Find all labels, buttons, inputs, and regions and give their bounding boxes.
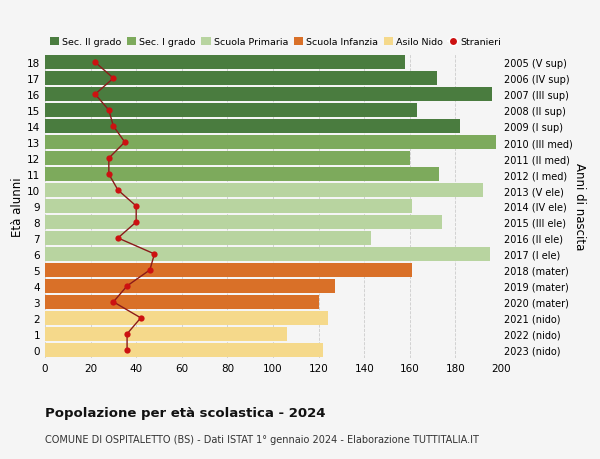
Bar: [45, 216, 442, 229]
Bar: [45, 136, 496, 150]
Bar: [45, 168, 439, 181]
Bar: [45, 263, 412, 277]
Bar: [45, 247, 490, 261]
Bar: [45, 296, 319, 309]
Bar: [45, 311, 328, 325]
Bar: [45, 104, 416, 118]
Bar: [45, 200, 412, 213]
Bar: [45, 152, 410, 166]
Y-axis label: Età alunni: Età alunni: [11, 177, 24, 236]
Y-axis label: Anni di nascita: Anni di nascita: [574, 163, 586, 250]
Bar: [45, 120, 460, 134]
Bar: [45, 280, 335, 293]
Bar: [45, 184, 483, 197]
Bar: [45, 327, 287, 341]
Legend: Sec. II grado, Sec. I grado, Scuola Primaria, Scuola Infanzia, Asilo Nido, Stran: Sec. II grado, Sec. I grado, Scuola Prim…: [50, 38, 502, 47]
Bar: [45, 232, 371, 245]
Bar: [45, 88, 492, 102]
Bar: [45, 343, 323, 357]
Bar: [45, 72, 437, 86]
Text: COMUNE DI OSPITALETTO (BS) - Dati ISTAT 1° gennaio 2024 - Elaborazione TUTTITALI: COMUNE DI OSPITALETTO (BS) - Dati ISTAT …: [45, 434, 479, 444]
Bar: [45, 56, 405, 70]
Text: Popolazione per età scolastica - 2024: Popolazione per età scolastica - 2024: [45, 406, 325, 419]
